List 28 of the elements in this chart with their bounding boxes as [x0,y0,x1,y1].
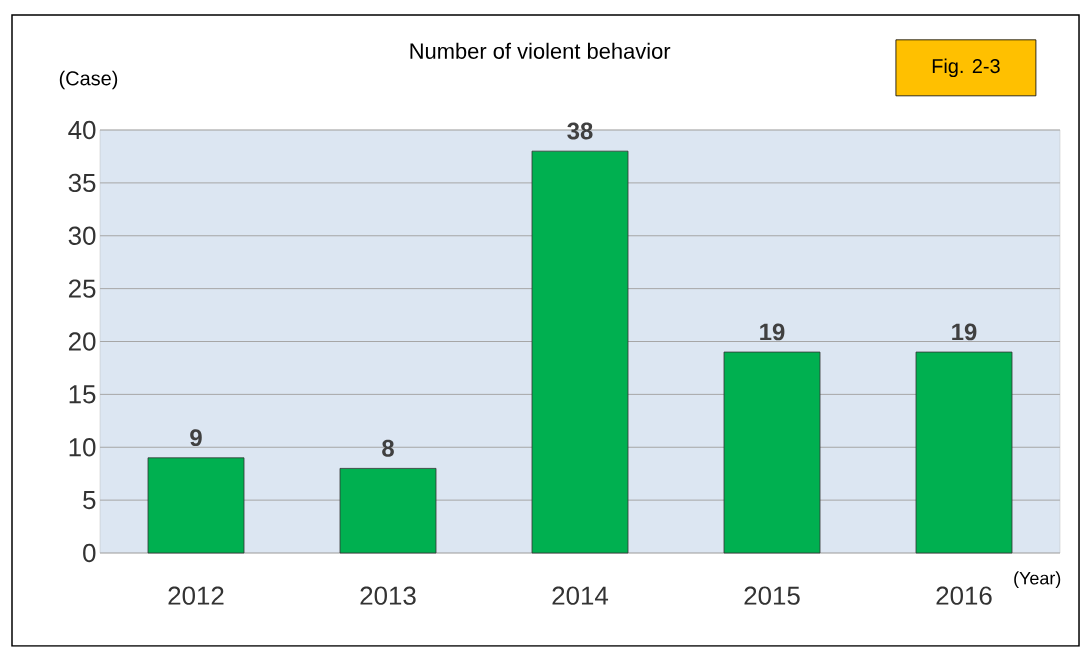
y-tick-label: 0 [83,543,96,563]
y-tick-label: 40 [68,120,96,140]
x-tick-label: 2013 [360,586,416,605]
bar [339,468,437,554]
data-label: 8 [382,439,394,457]
x-axis-title: (Year) [1014,571,1061,589]
x-tick-label: 2014 [552,586,609,605]
y-tick-label: 15 [69,385,96,404]
y-axis-title: (Case) [59,70,118,90]
caption: Fig. 2-3 [932,58,1000,78]
data-label: 9 [190,429,202,447]
bar [147,457,245,554]
y-tick-label: 10 [69,438,96,457]
x-tick-label: 2012 [168,586,224,605]
y-tick-label: 30 [68,226,96,246]
bar [723,351,821,554]
x-tick-label: 2016 [936,586,992,605]
y-tick-label: 20 [68,332,96,351]
bar [915,351,1013,554]
y-tick-label: 5 [83,491,96,510]
y-tick-label: 35 [68,173,96,193]
data-label: 38 [567,122,593,140]
chart-title: Number of violent behavior [410,42,671,60]
y-tick-label: 25 [68,279,96,298]
bar [531,150,629,554]
data-label: 19 [952,323,977,341]
data-label: 19 [760,323,785,341]
x-tick-label: 2015 [744,586,800,605]
